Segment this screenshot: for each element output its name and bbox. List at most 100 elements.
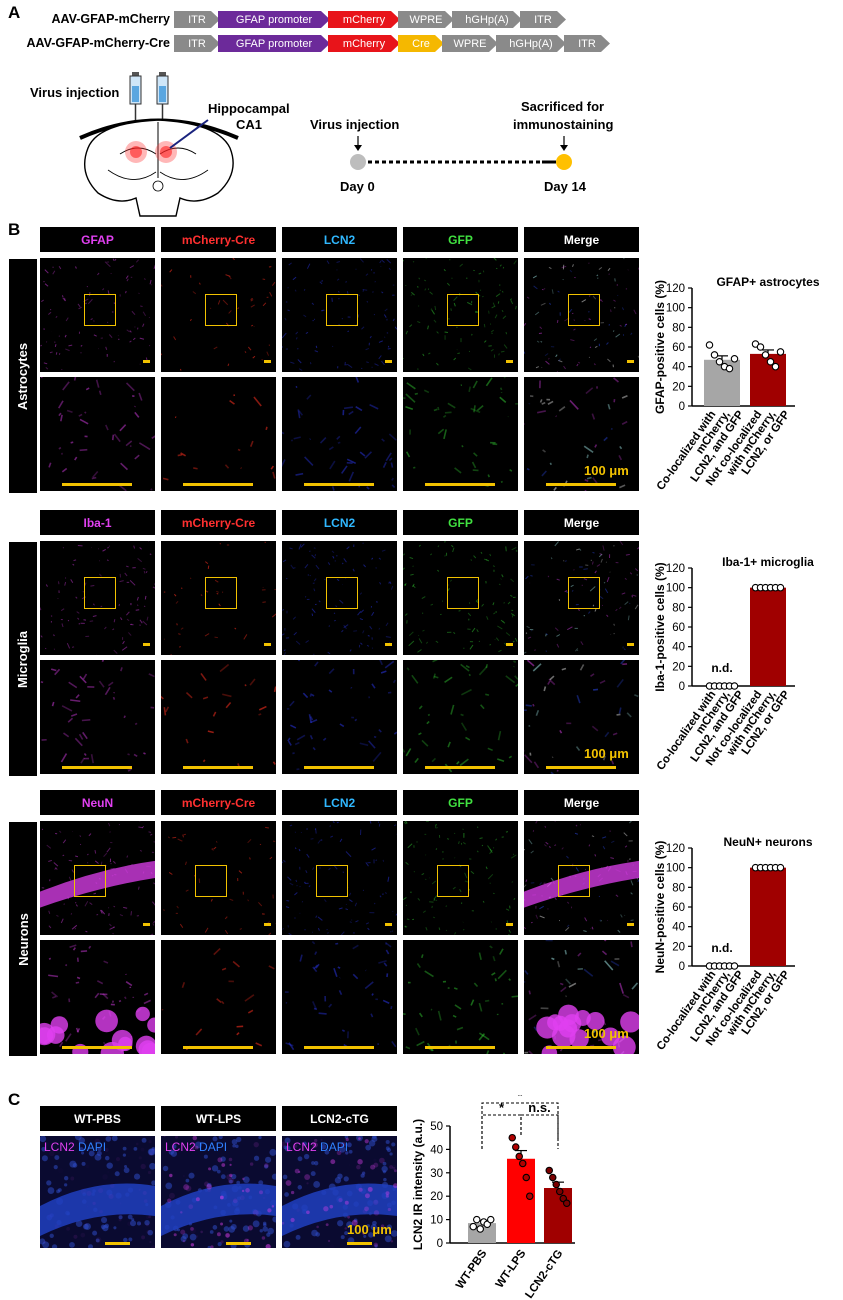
sacrificed-label-2: immunostaining <box>513 117 614 132</box>
lcn2-dapi-micrograph: LCN2 DAPI <box>161 1136 276 1248</box>
micrograph <box>282 258 397 372</box>
channel-header: LCN2 <box>282 227 397 252</box>
y-tick-label: 80 <box>672 322 685 334</box>
scale-label: 100 μm <box>584 1026 629 1041</box>
construct-label: AAV-GFAP-mCherry <box>51 12 170 26</box>
scale-bar <box>347 1242 372 1245</box>
condition-header: LCN2-cTG <box>282 1106 397 1131</box>
panel-letter-b: B <box>8 220 21 239</box>
construct-segment: ITR <box>564 35 610 52</box>
timeline <box>350 136 572 170</box>
y-tick-label: 40 <box>672 362 685 374</box>
micrograph <box>403 940 518 1054</box>
sacrificed-label-1: Sacrificed for <box>521 99 605 114</box>
scale-bar <box>425 766 495 769</box>
y-axis-label: NeuN-positive cells (%) <box>653 841 667 974</box>
scale-bar <box>385 643 392 646</box>
y-tick-label: 120 <box>666 283 685 295</box>
scale-bar <box>62 483 132 486</box>
data-point <box>766 358 775 366</box>
significance-label: * <box>517 1095 523 1103</box>
bar <box>507 1158 535 1243</box>
channel-overlay-label: LCN2 DAPI <box>44 1140 106 1154</box>
micrograph <box>40 660 155 774</box>
channel-header: GFAP <box>40 227 155 252</box>
x-tick-label: LCN2-cTG <box>523 1248 565 1300</box>
day14-label: Day 14 <box>544 179 586 194</box>
micrograph <box>40 940 155 1054</box>
channel-header: GFP <box>403 510 518 535</box>
scale-bar <box>506 643 513 646</box>
data-point <box>756 343 765 351</box>
panel-letter-a: A <box>8 3 21 22</box>
y-tick-label: 120 <box>666 563 685 575</box>
data-point <box>776 863 785 872</box>
scale-bar <box>304 766 374 769</box>
data-point <box>552 1180 561 1189</box>
x-tick-label: WT-LPS <box>494 1248 529 1291</box>
micrograph <box>161 660 276 774</box>
construct-segment: ITR <box>174 35 220 52</box>
micrograph <box>403 660 518 774</box>
scale-bar <box>546 1046 616 1049</box>
y-tick-label: 0 <box>679 401 685 413</box>
bar <box>544 1188 572 1243</box>
channel-header: LCN2 <box>282 510 397 535</box>
y-tick-label: 10 <box>430 1215 443 1227</box>
micrograph <box>161 377 276 491</box>
micrograph <box>161 258 276 372</box>
construct-segment: ITR <box>520 11 566 28</box>
y-tick-label: 80 <box>672 602 685 614</box>
scale-bar <box>425 1046 495 1049</box>
micrograph <box>403 258 518 372</box>
overlay-lcn2: LCN2 <box>44 1140 75 1154</box>
lcn2-dapi-micrograph: LCN2 DAPI <box>282 1136 397 1248</box>
roi-box <box>558 865 590 897</box>
channel-header: Merge <box>524 790 639 815</box>
micrograph <box>282 541 397 655</box>
roi-box <box>568 294 600 326</box>
roi-box <box>205 577 237 609</box>
data-point <box>508 1133 517 1142</box>
condition-header: WT-LPS <box>161 1106 276 1131</box>
significance-label: * <box>499 1100 505 1115</box>
construct-segment: GFAP promoter <box>218 11 330 28</box>
micrograph <box>161 940 276 1054</box>
scale-bar <box>506 360 513 363</box>
micrograph <box>524 377 639 491</box>
scale-bar <box>264 360 271 363</box>
channel-overlay-label: LCN2 DAPI <box>286 1140 348 1154</box>
scale-bar <box>385 360 392 363</box>
construct-segment: mCherry <box>328 35 400 52</box>
lcn2-dapi-micrograph: LCN2 DAPI <box>40 1136 155 1248</box>
data-point <box>730 682 739 690</box>
scale-bar <box>425 483 495 486</box>
chart-title: NeuN+ neurons <box>723 835 812 849</box>
y-tick-label: 60 <box>672 342 685 354</box>
chart-iba1-microglia: Iba-1-positive cells (%) Iba-1+ microglia… <box>653 555 814 773</box>
scale-bar <box>304 1046 374 1049</box>
roi-box <box>84 577 116 609</box>
overlay-dapi: DAPI <box>320 1140 349 1154</box>
virus-injection-label: Virus injection <box>30 85 120 100</box>
brain-schematic <box>79 72 239 217</box>
scale-bar <box>627 360 634 363</box>
scale-bar <box>546 766 616 769</box>
roi-box <box>447 577 479 609</box>
data-point <box>526 1192 534 1200</box>
construct-segment: mCherry <box>328 11 400 28</box>
channel-header: mCherry-Cre <box>161 510 276 535</box>
panel-letter-c: C <box>8 1090 21 1109</box>
micrograph <box>161 821 276 935</box>
micrograph <box>40 258 155 372</box>
micrograph <box>40 377 155 491</box>
channel-header: Merge <box>524 510 639 535</box>
significance-bracket <box>481 1102 559 1149</box>
data-point <box>472 1215 481 1224</box>
scale-bar <box>143 643 150 646</box>
y-tick-label: 40 <box>672 922 685 934</box>
scale-bar <box>264 923 271 926</box>
annotation-nd: n.d. <box>711 661 732 675</box>
scale-label: 100 μm <box>347 1222 392 1237</box>
data-point <box>549 1173 557 1182</box>
